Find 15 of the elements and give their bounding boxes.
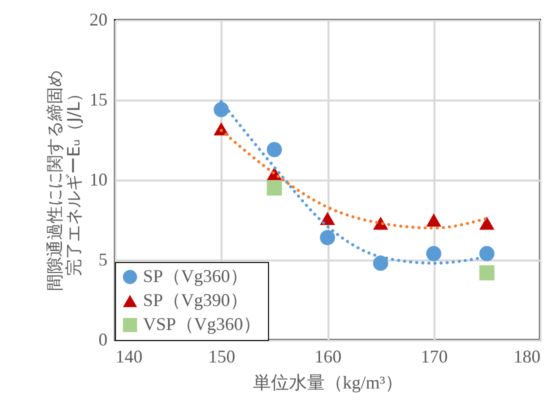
x-tick-label: 160 — [314, 346, 342, 366]
y-tick-label: 10 — [90, 170, 108, 190]
x-tick-label: 170 — [420, 346, 448, 366]
x-tick-label: 180 — [514, 346, 540, 366]
legend-label: SP（Vg390） — [143, 290, 248, 310]
x-axis-title: 単位水量（kg/m³） — [252, 372, 404, 392]
y-tick-label: 20 — [90, 10, 108, 30]
y-axis-title: 間隙通過性にに関する締固め完了エネルギーEᵤ（J/L） — [46, 70, 84, 291]
y-tick-label: 15 — [90, 90, 108, 110]
legend-label: VSP（Vg360） — [143, 314, 262, 334]
y-tick-label: 5 — [98, 250, 108, 270]
x-tick-label: 140 — [116, 346, 142, 366]
y-tick-label: 0 — [98, 330, 108, 350]
legend-label: SP（Vg360） — [143, 266, 248, 286]
x-tick-label: 150 — [208, 346, 236, 366]
